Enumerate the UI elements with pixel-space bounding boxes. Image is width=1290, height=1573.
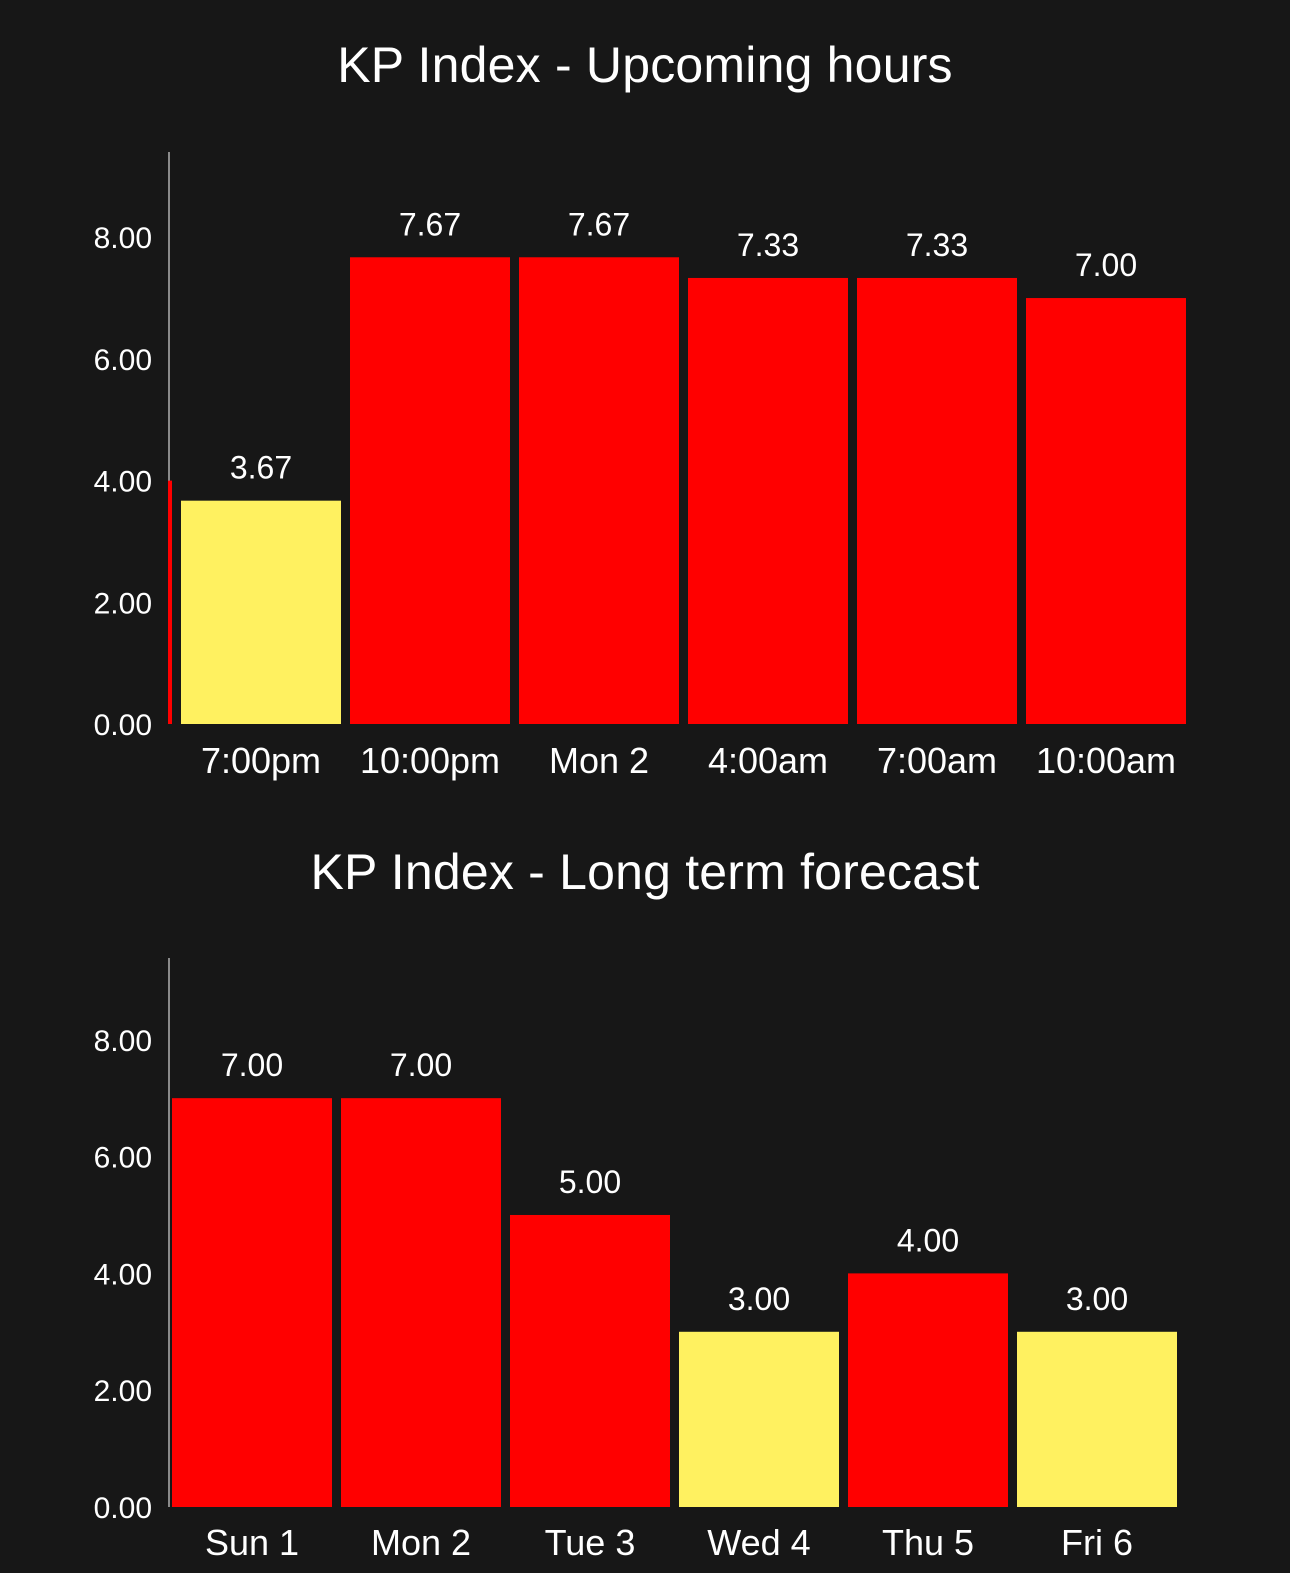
upcoming-x-tick-label: 7:00pm	[201, 740, 321, 781]
upcoming-bar	[1026, 298, 1186, 724]
upcoming-x-tick-label: 10:00am	[1036, 740, 1176, 781]
forecast-x-tick-label: Thu 5	[882, 1522, 974, 1563]
forecast-bar	[510, 1214, 670, 1507]
forecast-bar	[172, 1098, 332, 1507]
long-term-forecast-title: KP Index - Long term forecast	[310, 844, 980, 900]
upcoming-y-tick-label: 2.00	[94, 587, 152, 620]
forecast-bar	[1017, 1331, 1177, 1507]
forecast-value-label: 3.00	[728, 1281, 790, 1317]
upcoming-value-label: 7.00	[1075, 247, 1137, 283]
forecast-y-tick-label: 4.00	[94, 1258, 152, 1291]
upcoming-y-tick-label: 8.00	[94, 222, 152, 255]
upcoming-x-tick-label: 4:00am	[708, 740, 828, 781]
upcoming-value-label: 7.33	[737, 227, 799, 263]
upcoming-value-label: 7.67	[568, 206, 630, 242]
forecast-value-label: 4.00	[897, 1222, 959, 1258]
forecast-x-tick-label: Tue 3	[545, 1522, 636, 1563]
forecast-x-tick-label: Fri 6	[1061, 1522, 1133, 1563]
upcoming-x-tick-label: 10:00pm	[360, 740, 500, 781]
forecast-value-label: 5.00	[559, 1164, 621, 1200]
forecast-value-label: 7.00	[390, 1047, 452, 1083]
forecast-value-label: 3.00	[1066, 1281, 1128, 1317]
forecast-bar	[848, 1273, 1008, 1507]
forecast-value-label: 7.00	[221, 1047, 283, 1083]
upcoming-value-label: 7.67	[399, 206, 461, 242]
upcoming-bar	[688, 277, 848, 724]
upcoming-y-tick-label: 6.00	[94, 344, 152, 377]
forecast-y-tick-label: 2.00	[94, 1375, 152, 1408]
forecast-y-tick-label: 6.00	[94, 1142, 152, 1175]
forecast-bar	[679, 1331, 839, 1507]
upcoming-y-tick-label: 0.00	[94, 709, 152, 742]
forecast-x-tick-label: Wed 4	[707, 1522, 810, 1563]
upcoming-hours-chart: 0.00 2.00 4.00 6.00 8.00 3.67 7:00pm 7.67 10:00p…	[94, 152, 1186, 781]
forecast-bar	[341, 1098, 501, 1507]
upcoming-value-label: 3.67	[230, 450, 292, 486]
forecast-x-tick-label: Mon 2	[371, 1522, 471, 1563]
upcoming-bar	[181, 500, 341, 724]
forecast-y-tick-label: 0.00	[94, 1492, 152, 1525]
upcoming-x-tick-label: Mon 2	[549, 740, 649, 781]
upcoming-bar	[350, 257, 510, 724]
forecast-x-tick-label: Sun 1	[205, 1522, 299, 1563]
upcoming-y-tick-label: 4.00	[94, 466, 152, 499]
upcoming-hours-title: KP Index - Upcoming hours	[337, 37, 953, 93]
upcoming-bar	[519, 257, 679, 724]
forecast-y-tick-label: 8.00	[94, 1025, 152, 1058]
upcoming-value-label: 7.33	[906, 227, 968, 263]
upcoming-bar	[857, 277, 1017, 724]
upcoming-x-tick-label: 7:00am	[877, 740, 997, 781]
